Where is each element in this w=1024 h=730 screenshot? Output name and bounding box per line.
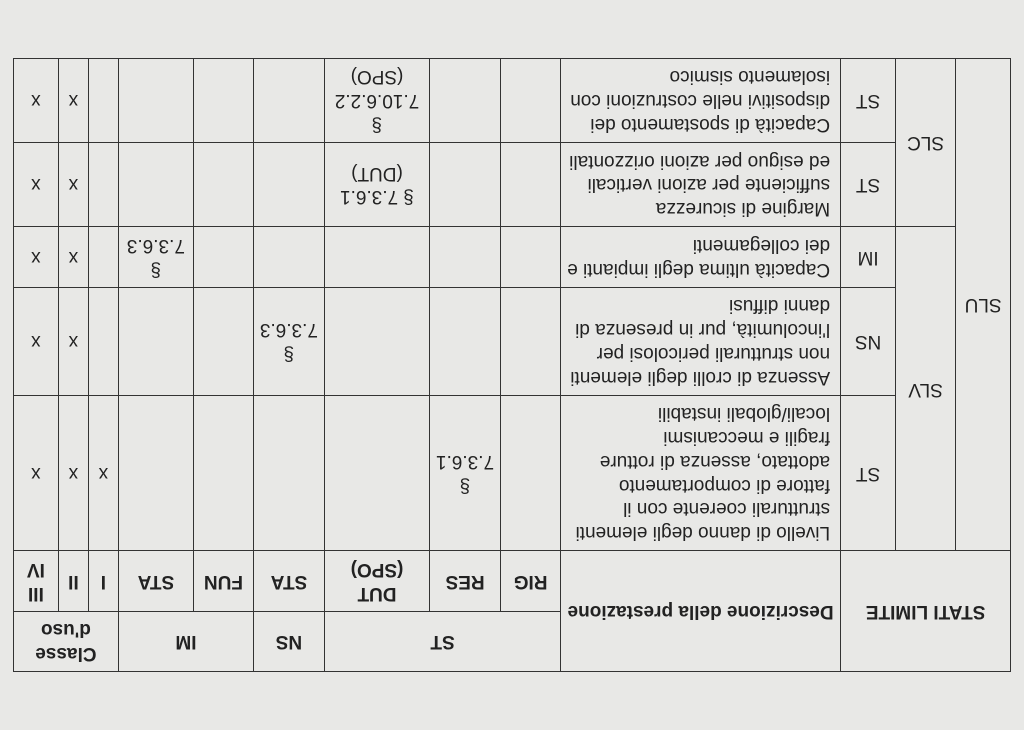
cell-fun bbox=[193, 58, 253, 142]
cell-desc: Capacità ultima degli impianti e dei col… bbox=[561, 227, 841, 288]
th-sta-ns: STA bbox=[253, 551, 324, 612]
cell-sta-ns bbox=[253, 143, 324, 227]
cell-rig bbox=[501, 143, 561, 227]
cell-c34: x bbox=[13, 227, 58, 288]
cell-res bbox=[430, 287, 501, 395]
table-row: ST Capacità di spostamento dei dispositi… bbox=[13, 58, 1010, 142]
cell-c1 bbox=[88, 287, 118, 395]
th-c34: III IV bbox=[13, 551, 58, 612]
cell-c34: x bbox=[13, 395, 58, 551]
table-row: SLC ST Margine di sicurezza sufficiente … bbox=[13, 143, 1010, 227]
th-stati-limite: STATI LIMITE bbox=[841, 551, 1011, 672]
cell-sta-im bbox=[118, 287, 193, 395]
cell-cat: IM bbox=[841, 227, 896, 288]
cell-c1 bbox=[88, 143, 118, 227]
cell-c2: x bbox=[58, 58, 88, 142]
cell-sta-ns: § 7.3.6.3 bbox=[253, 287, 324, 395]
cell-dut: § 7.3.6.1 (DUT) bbox=[325, 143, 430, 227]
th-c2: II bbox=[58, 551, 88, 612]
th-classe: Classe d'uso bbox=[13, 611, 118, 672]
cell-rig bbox=[501, 395, 561, 551]
th-descrizione: Descrizione della prestazione bbox=[561, 551, 841, 672]
cell-c34: x bbox=[13, 143, 58, 227]
th-im: IM bbox=[118, 611, 253, 672]
cell-dut: § 7.10.6.2.2 (SPO) bbox=[325, 58, 430, 142]
cell-cat: ST bbox=[841, 395, 896, 551]
cell-sta-im bbox=[118, 58, 193, 142]
th-res: RES bbox=[430, 551, 501, 612]
cell-fun bbox=[193, 227, 253, 288]
cell-desc: Margine di sicurezza sufficiente per azi… bbox=[561, 143, 841, 227]
cell-fun bbox=[193, 395, 253, 551]
cell-desc: Assenza di crolli degli elementi non str… bbox=[561, 287, 841, 395]
cell-c1 bbox=[88, 227, 118, 288]
th-dut-spo: DUT (SPO) bbox=[325, 551, 430, 612]
cell-rig bbox=[501, 287, 561, 395]
cell-slc: SLC bbox=[896, 58, 956, 227]
th-c1: I bbox=[88, 551, 118, 612]
cell-desc: Capacità di spostamento dei dispositivi … bbox=[561, 58, 841, 142]
cell-slv: SLV bbox=[896, 227, 956, 551]
cell-sta-ns bbox=[253, 395, 324, 551]
th-ns: NS bbox=[253, 611, 324, 672]
cell-cat: ST bbox=[841, 58, 896, 142]
th-st: ST bbox=[325, 611, 561, 672]
cell-fun bbox=[193, 143, 253, 227]
cell-c1: x bbox=[88, 395, 118, 551]
th-sta-im: STA bbox=[118, 551, 193, 612]
cell-dut bbox=[325, 395, 430, 551]
cell-rig bbox=[501, 227, 561, 288]
th-fun: FUN bbox=[193, 551, 253, 612]
cell-c34: x bbox=[13, 287, 58, 395]
cell-sta-im bbox=[118, 143, 193, 227]
cell-sta-im bbox=[118, 395, 193, 551]
table-row: SLU SLV ST Livello di danno degli elemen… bbox=[13, 395, 1010, 551]
cell-c2: x bbox=[58, 395, 88, 551]
cell-res bbox=[430, 227, 501, 288]
cell-c1 bbox=[88, 58, 118, 142]
cell-c2: x bbox=[58, 143, 88, 227]
cell-fun bbox=[193, 287, 253, 395]
cell-rig bbox=[501, 58, 561, 142]
cell-cat: ST bbox=[841, 143, 896, 227]
cell-res: § 7.3.6.1 bbox=[430, 395, 501, 551]
header-row-1: STATI LIMITE Descrizione della prestazio… bbox=[13, 611, 1010, 672]
cell-slu: SLU bbox=[956, 58, 1011, 551]
cell-cat: NS bbox=[841, 287, 896, 395]
th-rig: RIG bbox=[501, 551, 561, 612]
cell-sta-ns bbox=[253, 227, 324, 288]
cell-sta-ns bbox=[253, 58, 324, 142]
limits-table: STATI LIMITE Descrizione della prestazio… bbox=[13, 58, 1011, 673]
cell-desc: Livello di danno degli elementi struttur… bbox=[561, 395, 841, 551]
cell-c2: x bbox=[58, 227, 88, 288]
cell-sta-im: § 7.3.6.3 bbox=[118, 227, 193, 288]
cell-res bbox=[430, 58, 501, 142]
cell-dut bbox=[325, 287, 430, 395]
cell-res bbox=[430, 143, 501, 227]
table-row: NS Assenza di crolli degli elementi non … bbox=[13, 287, 1010, 395]
cell-c34: x bbox=[13, 58, 58, 142]
cell-c2: x bbox=[58, 287, 88, 395]
cell-dut bbox=[325, 227, 430, 288]
table-row: IM Capacità ultima degli impianti e dei … bbox=[13, 227, 1010, 288]
